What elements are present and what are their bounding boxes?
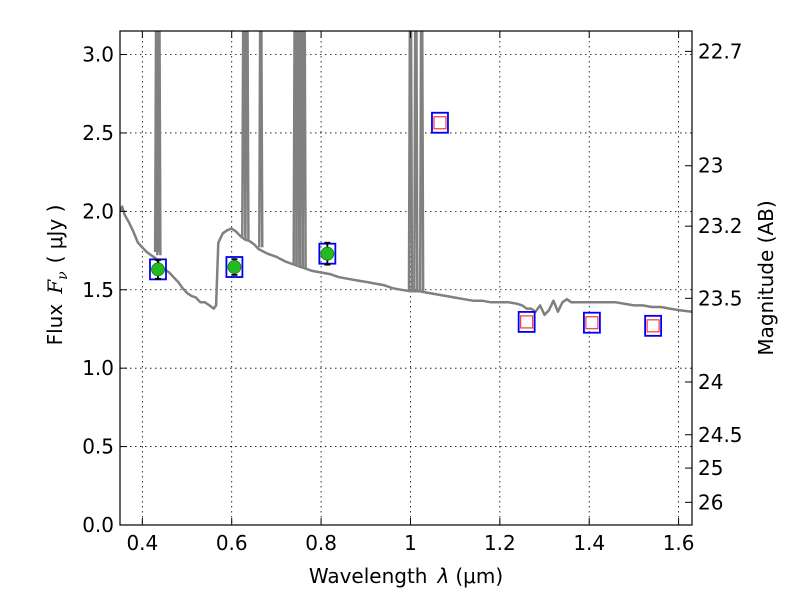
spectrum-emission-line (301, 31, 307, 268)
model-flux-square (583, 311, 601, 334)
mag-tick-label: 25 (698, 456, 723, 480)
y-tick-label: 1.5 (82, 278, 114, 302)
x-tick-label: 0.6 (216, 531, 248, 555)
spectrum-emission-line (156, 31, 162, 256)
photometry-points (149, 111, 663, 337)
spectrum-emission-line (295, 31, 301, 265)
y-axis-title: FluxFν( μJy ) (43, 205, 71, 346)
mag-tick-label: 23 (698, 154, 723, 178)
y-tick-label: 3.0 (82, 43, 114, 67)
x-tick-label: 1 (404, 531, 417, 555)
model-flux-square (431, 111, 449, 134)
model-flux-square (644, 314, 663, 337)
y-tick-label: 1.0 (82, 356, 114, 380)
detection-point (227, 260, 242, 274)
mag-tick-label: 23.5 (698, 286, 743, 310)
upper-limit-marker (585, 316, 599, 330)
y-tick-label: 2.5 (82, 121, 114, 145)
detection-point (320, 246, 335, 261)
grid (120, 31, 692, 526)
axis-ticks: 0.4 0.6 0.8 1 1.2 1.4 1.6 0.0 0.5 1.0 1.5 2.0 2.5 3.0… (82, 31, 743, 555)
x-tick-label: 1.4 (573, 531, 605, 555)
spectrum-emission-line (407, 31, 414, 292)
spectrum-continuum (120, 205, 692, 317)
x-tick-label: 0.8 (305, 531, 337, 555)
detection-point (151, 262, 165, 277)
mag-tick-label: 23.2 (698, 214, 743, 238)
spectrum-emission-line (413, 31, 419, 292)
spectrum-emission-line (418, 31, 425, 292)
y-tick-label: 0.5 (82, 435, 114, 459)
y-tick-label: 2.0 (82, 199, 114, 223)
y-tick-label: 0.0 (82, 513, 114, 537)
x-tick-label: 1.2 (484, 531, 516, 555)
spectrum-emission-line (258, 31, 264, 248)
mag-tick-label: 24.5 (698, 423, 743, 447)
upper-limit-marker (433, 116, 447, 130)
upper-limit-marker (520, 315, 534, 329)
model-spectrum (120, 31, 692, 317)
x-tick-label: 0.4 (126, 531, 158, 555)
mag-tick-label: 26 (698, 490, 723, 514)
plot-frame (119, 30, 693, 526)
x-axis-title: Wavelength λ (μm) (309, 564, 503, 588)
spectrum-emission-line (244, 31, 250, 240)
model-flux-square (225, 256, 244, 278)
mag-tick-label: 24 (698, 370, 723, 394)
x-tick-label: 1.6 (663, 531, 695, 555)
mag-tick-label: 22.7 (698, 39, 743, 63)
upper-limit-marker (646, 319, 660, 333)
model-flux-square (517, 311, 536, 333)
right-axis-title: Magnitude (AB) (754, 200, 778, 355)
